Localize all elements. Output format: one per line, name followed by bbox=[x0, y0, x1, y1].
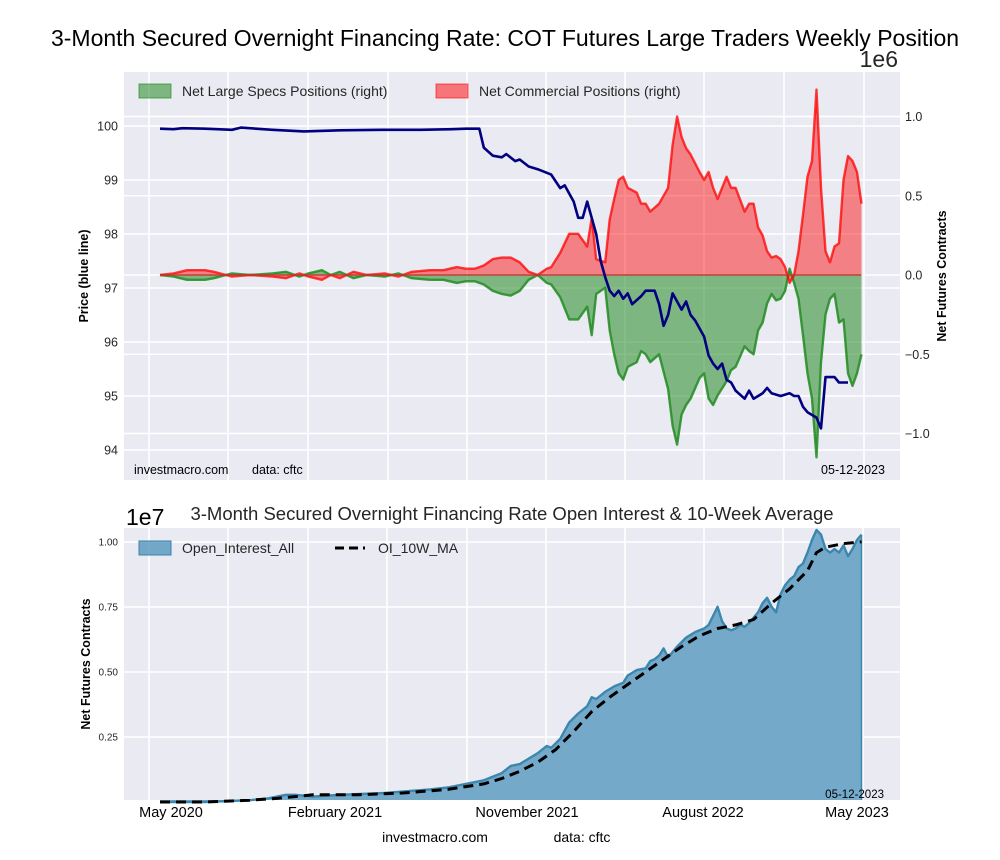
oi-chart-title: 3-Month Secured Overnight Financing Rate… bbox=[190, 503, 833, 524]
left-tick-label: 99 bbox=[104, 174, 118, 188]
legend-swatch-oi bbox=[138, 540, 172, 556]
right-axis-label: Net Futures Contracts bbox=[935, 210, 949, 341]
oi-area bbox=[160, 530, 862, 802]
oi-y-tick-label: 0.75 bbox=[99, 603, 119, 614]
top-position-areas bbox=[160, 89, 862, 458]
right-tick-label: −1.0 bbox=[905, 427, 930, 441]
left-tick-label: 97 bbox=[104, 282, 118, 296]
oi-multiplier: 1e7 bbox=[126, 504, 164, 530]
oi-x-tick-label: August 2022 bbox=[662, 805, 743, 821]
oi-area bbox=[160, 530, 862, 802]
oi-y-tick-label: 0.50 bbox=[99, 668, 119, 679]
oi-y-tick-label: 1.00 bbox=[99, 538, 119, 549]
top-lines bbox=[159, 88, 863, 459]
right-tick-label: −0.5 bbox=[905, 348, 930, 362]
legend-swatch-specs bbox=[138, 83, 172, 99]
oi-lines bbox=[160, 528, 863, 804]
left-tick-label: 98 bbox=[104, 228, 118, 242]
price-line bbox=[159, 126, 848, 430]
legend-swatch-commercial bbox=[435, 83, 469, 99]
oi-x-tick-label: May 2020 bbox=[139, 805, 203, 821]
date-note: 05-12-2023 bbox=[821, 463, 885, 477]
specs-area bbox=[160, 268, 862, 458]
left-axis-ticks: 94 95 96 97 98 99 100 bbox=[97, 120, 118, 458]
commercial-area bbox=[160, 89, 862, 283]
left-tick-label: 100 bbox=[97, 120, 118, 134]
right-axis-ticks: −1.0 −0.5 0.0 0.5 1.0 bbox=[905, 110, 930, 441]
oi-y-ticks: 0.25 0.50 0.75 1.00 bbox=[99, 538, 119, 744]
right-tick-label: 1.0 bbox=[905, 110, 922, 124]
left-tick-label: 96 bbox=[104, 336, 118, 350]
left-tick-label: 94 bbox=[104, 444, 118, 458]
right-tick-label: 0.0 bbox=[905, 269, 922, 283]
oi-line bbox=[160, 528, 863, 804]
oi-x-tick-label: May 2023 bbox=[825, 805, 889, 821]
top-legend: Net Large Specs Positions (right) Net Co… bbox=[138, 83, 681, 99]
oi-x-tick-label: February 2021 bbox=[288, 805, 382, 821]
source-note: investmacro.com bbox=[134, 463, 228, 477]
legend-label-ma: OI_10W_MA bbox=[378, 540, 459, 556]
footer-source: investmacro.com bbox=[382, 829, 488, 845]
right-tick-label: 0.5 bbox=[905, 189, 922, 203]
oi-x-tick-label: November 2021 bbox=[475, 805, 578, 821]
data-note: data: cftc bbox=[252, 463, 303, 477]
oi-date-note: 05-12-2023 bbox=[825, 789, 884, 801]
legend-label-oi: Open_Interest_All bbox=[182, 540, 294, 556]
left-axis-label: Price (blue line) bbox=[77, 229, 91, 322]
footer-data: data: cftc bbox=[554, 829, 611, 845]
left-tick-label: 95 bbox=[104, 390, 118, 404]
chart-title: 3-Month Secured Overnight Financing Rate… bbox=[51, 25, 959, 51]
bottom-legend: Open_Interest_All OI_10W_MA bbox=[138, 540, 459, 556]
legend-label-specs: Net Large Specs Positions (right) bbox=[182, 83, 387, 99]
oi-y-tick-label: 0.25 bbox=[99, 733, 119, 744]
legend-label-commercial: Net Commercial Positions (right) bbox=[479, 83, 681, 99]
ma-line bbox=[160, 540, 862, 804]
right-axis-multiplier: 1e6 bbox=[860, 46, 898, 72]
oi-x-ticks: May 2020 February 2021 November 2021 August… bbox=[139, 805, 889, 821]
oi-y-label: Net Futures Contracts bbox=[79, 598, 93, 729]
